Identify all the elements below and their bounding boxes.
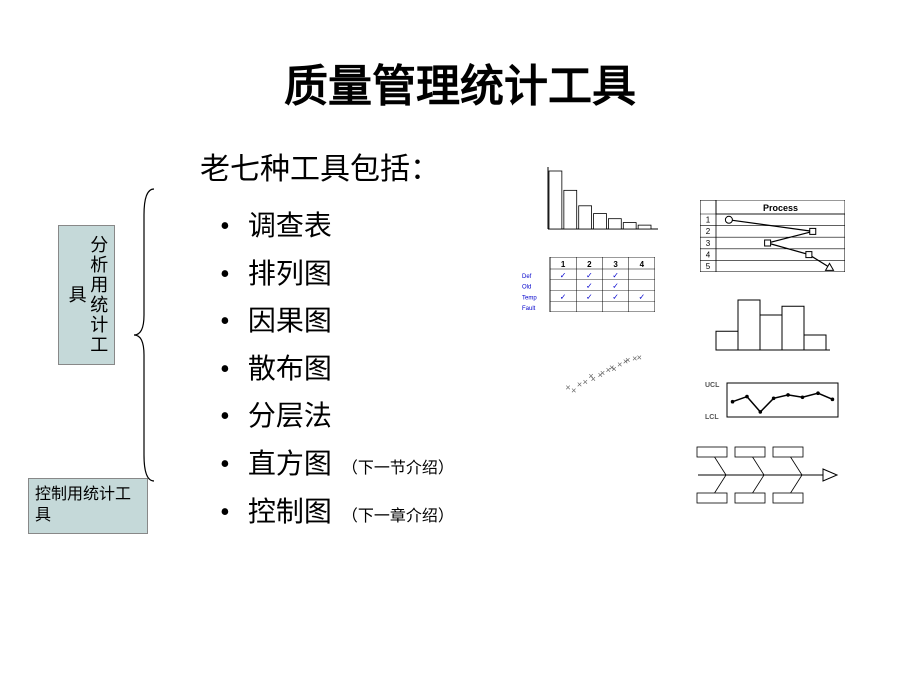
svg-text:Def: Def	[522, 274, 532, 280]
svg-text:Fault: Fault	[522, 306, 536, 312]
svg-text:×: ×	[611, 364, 616, 374]
svg-text:1: 1	[706, 216, 711, 225]
subtitle: 老七种工具包括：	[200, 144, 860, 188]
svg-text:3: 3	[706, 239, 711, 248]
svg-text:×: ×	[577, 380, 582, 390]
svg-text:3: 3	[613, 260, 618, 269]
svg-text:5: 5	[706, 262, 711, 271]
svg-text:×: ×	[617, 359, 622, 369]
svg-text:Temp: Temp	[522, 295, 537, 301]
scatter-icon: ××××××××××××××××	[545, 350, 660, 408]
svg-text:×: ×	[583, 377, 588, 387]
svg-text:2: 2	[587, 260, 592, 269]
svg-text:✓: ✓	[639, 292, 646, 301]
item-text: 分层法	[248, 393, 332, 441]
page-title: 质量管理统计工具	[60, 50, 860, 114]
svg-text:✓: ✓	[560, 292, 567, 301]
svg-text:UCL: UCL	[705, 382, 720, 389]
item-note: （下一节介绍）	[342, 455, 454, 482]
svg-text:×: ×	[637, 352, 642, 362]
item-text: 直方图	[248, 441, 332, 489]
svg-text:Old: Old	[522, 285, 531, 291]
svg-text:✓: ✓	[586, 292, 593, 301]
item-text: 散布图	[248, 346, 332, 394]
svg-text:✓: ✓	[586, 271, 593, 280]
svg-text:✓: ✓	[612, 282, 619, 291]
svg-text:✓: ✓	[560, 271, 567, 280]
process-table-icon: Process 1 2 3 4 5	[700, 200, 845, 272]
vertical-label: 分析用统计工具	[58, 225, 115, 365]
item-note: （下一章介绍）	[342, 503, 454, 530]
histogram-icon	[710, 295, 832, 353]
svg-text:2: 2	[706, 227, 711, 236]
svg-text:✓: ✓	[612, 271, 619, 280]
horizontal-label: 控制用统计工具	[28, 478, 148, 534]
item-text: 排列图	[248, 251, 332, 299]
item-text: 控制图	[248, 489, 332, 537]
slide: 质量管理统计工具 老七种工具包括： 分析用统计工具 控制用统计工具 调查表 排列…	[0, 0, 920, 690]
svg-text:×: ×	[591, 374, 596, 384]
svg-text:×: ×	[625, 355, 630, 365]
svg-text:×: ×	[571, 386, 576, 396]
svg-text:×: ×	[565, 383, 570, 393]
check-sheet-icon: 1234DefOldTempFault✓✓✓✓✓✓✓✓✓	[520, 257, 655, 312]
svg-text:✓: ✓	[612, 292, 619, 301]
svg-text:4: 4	[640, 260, 645, 269]
brace-icon	[130, 185, 158, 485]
control-chart-icon: UCL LCL	[705, 375, 840, 425]
svg-text:1: 1	[561, 260, 566, 269]
fishbone-icon	[690, 445, 845, 505]
item-text: 调查表	[248, 203, 332, 251]
svg-text:×: ×	[598, 370, 603, 380]
svg-text:4: 4	[706, 250, 711, 259]
pareto-icon	[540, 165, 660, 233]
svg-text:LCL: LCL	[705, 414, 719, 421]
svg-text:Process: Process	[763, 203, 798, 213]
item-text: 因果图	[248, 298, 332, 346]
svg-text:✓: ✓	[586, 282, 593, 291]
